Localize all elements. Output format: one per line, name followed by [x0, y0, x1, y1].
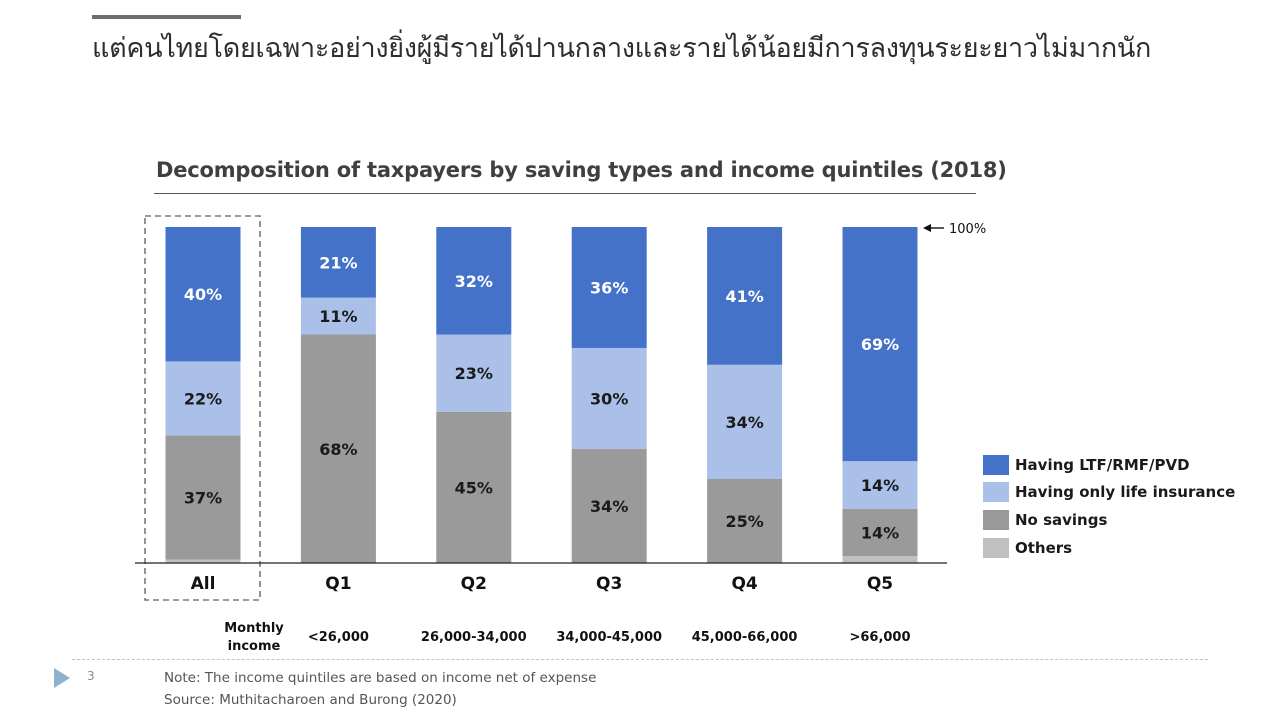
- data-label-q4-1: 25%: [725, 512, 763, 531]
- data-label-q2-1: 45%: [455, 478, 493, 497]
- page-marker-icon: [54, 668, 70, 688]
- chart-note: Note: The income quintiles are based on …: [164, 670, 597, 686]
- category-label-q3: Q3: [596, 574, 622, 594]
- data-label-q5-3: 69%: [861, 335, 899, 354]
- highlight-box: [144, 215, 261, 601]
- bar-segment-q3-2: [571, 347, 647, 449]
- data-label-q1-2: 11%: [319, 307, 357, 326]
- legend-swatch: [983, 509, 1009, 530]
- data-label-q3-3: 36%: [590, 278, 628, 297]
- bar-segment-all-2: [165, 361, 241, 436]
- bar-segment-all-3: [165, 227, 241, 362]
- legend-label: No savings: [1015, 510, 1108, 529]
- income-row-label-line-2: income: [228, 639, 281, 654]
- legend-item: Having LTF/RMF/PVD: [983, 451, 1235, 479]
- chart-title: Decomposition of taxpayers by saving typ…: [156, 158, 1007, 182]
- bar-segment-q5-1: [842, 508, 918, 557]
- bar-segment-q2-2: [436, 334, 512, 412]
- income-range-q2: 26,000-34,000: [421, 630, 527, 645]
- legend-label: Having only life insurance: [1015, 483, 1236, 502]
- bar-segment-q1-2: [300, 297, 376, 335]
- data-label-all-2: 22%: [184, 389, 222, 408]
- data-label-q2-2: 23%: [455, 364, 493, 383]
- footer-divider: [72, 659, 1208, 660]
- category-label-all: All: [191, 574, 216, 594]
- income-range-q3: 34,000-45,000: [556, 630, 662, 645]
- bar-segment-q1-1: [300, 334, 376, 563]
- data-label-all-3: 40%: [184, 285, 222, 304]
- legend-swatch: [983, 482, 1009, 503]
- bar-segment-q4-2: [707, 364, 783, 479]
- data-label-q1-1: 68%: [319, 440, 357, 459]
- bar-segment-all-0: [165, 559, 241, 563]
- legend-label: Others: [1015, 538, 1073, 557]
- chart-title-underline: [154, 193, 976, 194]
- data-label-q3-2: 30%: [590, 389, 628, 408]
- bar-segment-q1-3: [300, 227, 376, 298]
- data-label-q5-2: 14%: [861, 476, 899, 495]
- bar-segment-q5-2: [842, 461, 918, 509]
- data-label-all-1: 37%: [184, 488, 222, 507]
- bar-segment-q3-1: [571, 448, 647, 563]
- legend-item: Having only life insurance: [983, 479, 1235, 507]
- data-label-q2-3: 32%: [455, 272, 493, 291]
- chart-source: Source: Muthitacharoen and Burong (2020): [164, 692, 457, 708]
- income-row-label-line-1: Monthly: [224, 621, 284, 636]
- data-label-q5-1: 14%: [861, 523, 899, 542]
- legend-label: Having LTF/RMF/PVD: [1015, 455, 1190, 474]
- bar-segment-q4-3: [707, 227, 783, 365]
- legend-swatch: [983, 454, 1009, 475]
- bar-segment-q2-1: [436, 411, 512, 563]
- arrow-left-icon: [923, 224, 931, 232]
- category-label-q5: Q5: [867, 574, 893, 594]
- total-marker-label: 100%: [949, 222, 986, 237]
- bar-segment-q5-3: [842, 227, 918, 462]
- bar-segment-q5-0: [842, 556, 918, 563]
- data-label-q3-1: 34%: [590, 497, 628, 516]
- category-label-q2: Q2: [461, 574, 487, 594]
- page-number: 3: [87, 669, 95, 683]
- bar-segment-q2-3: [436, 227, 512, 335]
- bar-segment-all-1: [165, 435, 241, 560]
- category-label-q1: Q1: [325, 574, 351, 594]
- title-accent-rule: [92, 15, 241, 19]
- data-label-q4-3: 41%: [725, 287, 763, 306]
- income-range-q5: >66,000: [849, 630, 910, 645]
- legend-swatch: [983, 537, 1009, 558]
- data-label-q4-2: 34%: [725, 413, 763, 432]
- bar-segment-q3-3: [571, 227, 647, 348]
- chart-legend: Having LTF/RMF/PVD Having only life insur…: [983, 451, 1235, 561]
- legend-item: Others: [983, 534, 1235, 562]
- category-label-q4: Q4: [731, 574, 757, 594]
- data-label-q1-3: 21%: [319, 253, 357, 272]
- income-range-q4: 45,000-66,000: [692, 630, 798, 645]
- legend-item: No savings: [983, 506, 1235, 534]
- income-range-q1: <26,000: [308, 630, 369, 645]
- bar-segment-q4-1: [707, 479, 783, 563]
- page-title: แต่คนไทยโดยเฉพาะอย่างยิ่งผู้มีรายได้ปานก…: [92, 33, 1152, 64]
